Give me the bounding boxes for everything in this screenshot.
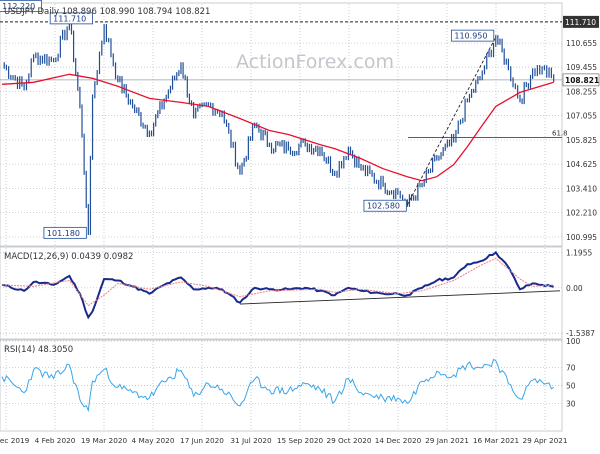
x-tick-label: 17 Jun 2020 bbox=[180, 436, 224, 445]
price-y-tick-label: 105.825 bbox=[566, 136, 597, 145]
price-annotation-box bbox=[450, 29, 495, 42]
grid-layer bbox=[0, 4, 562, 430]
price-annotation-box bbox=[363, 199, 407, 212]
x-tick-label: 4 Feb 2020 bbox=[35, 436, 76, 445]
price-y-tick-label: 109.455 bbox=[566, 63, 597, 72]
last-price-tag bbox=[562, 73, 600, 87]
price-y-tick-label: 108.255 bbox=[566, 87, 597, 96]
x-tick-label: 18 Dec 2019 bbox=[0, 436, 30, 445]
price-panel-title: USDJPY Daily 108.896 108.990 108.794 108… bbox=[4, 7, 210, 17]
series-layer bbox=[0, 20, 562, 413]
price-annotation-box bbox=[0, 0, 42, 13]
price-annotation-box bbox=[49, 12, 93, 25]
price-y-tick-label: 102.210 bbox=[566, 209, 597, 218]
price-annotation-label: 111.710 bbox=[53, 14, 86, 23]
x-tick-label: 15 Sep 2020 bbox=[277, 436, 324, 445]
price-annotation-label: 110.950 bbox=[454, 32, 487, 41]
price-annotation-label: 102.580 bbox=[367, 202, 400, 211]
watermark: ActionForex.com bbox=[236, 51, 394, 73]
macd-y-tick-label: 1.1955 bbox=[566, 249, 592, 258]
last-price-label: 108.821 bbox=[565, 76, 599, 85]
fib-label: 61.8 bbox=[552, 130, 568, 138]
rsi-panel-title: RSI(14) 48.3050 bbox=[4, 345, 73, 355]
macd-panel-title: MACD(12,26,9) 0.0439 0.0982 bbox=[4, 252, 133, 262]
price-y-tick-label: 110.655 bbox=[566, 39, 597, 48]
rsi-y-tick-label: 70 bbox=[566, 364, 576, 373]
x-tick-label: 19 Mar 2020 bbox=[81, 436, 128, 445]
x-tick-label: 14 Dec 2020 bbox=[375, 436, 422, 445]
price-ohlc-text: 108.896 108.990 108.794 108.821 bbox=[62, 7, 211, 17]
macd-panel-frame bbox=[0, 246, 563, 340]
macd-y-tick-label: 0.00 bbox=[566, 284, 583, 293]
rsi-line bbox=[1, 358, 554, 413]
price-y-tick-label: 100.995 bbox=[566, 233, 597, 242]
price-y-tick-label: 104.625 bbox=[566, 160, 597, 169]
price-panel-frame bbox=[0, 2, 563, 247]
rsi-y-tick-label: 30 bbox=[566, 399, 576, 408]
macd-trendline bbox=[239, 290, 561, 305]
x-tick-label: 29 Apr 2021 bbox=[522, 436, 567, 445]
rsi-y-tick-label: 50 bbox=[566, 382, 576, 391]
price-annotation-box bbox=[43, 226, 87, 239]
price-trendline bbox=[406, 36, 497, 206]
x-tick-label: 4 May 2020 bbox=[132, 436, 175, 445]
price-y-tick-label: 107.055 bbox=[566, 111, 597, 120]
x-tick-label: 29 Oct 2020 bbox=[326, 436, 371, 445]
macd-y-tick-label: -1.5387 bbox=[566, 329, 595, 338]
rsi-y-tick-label: 100 bbox=[566, 337, 581, 346]
x-tick-label: 31 Jul 2020 bbox=[230, 436, 272, 445]
resistance-label: 111.710 bbox=[565, 18, 596, 27]
price-annotation-label: 101.180 bbox=[47, 229, 80, 238]
price-y-tick-label: 103.410 bbox=[566, 185, 597, 194]
price-annotation-label: 112.220 bbox=[2, 2, 35, 11]
moving-average-line bbox=[1, 73, 554, 182]
x-tick-label: 16 Mar 2021 bbox=[473, 436, 519, 445]
price-title-text: USDJPY Daily bbox=[4, 7, 59, 17]
x-tick-label: 29 Jan 2021 bbox=[425, 436, 469, 445]
macd-signal-line bbox=[1, 257, 554, 307]
resistance-tag bbox=[563, 15, 599, 28]
